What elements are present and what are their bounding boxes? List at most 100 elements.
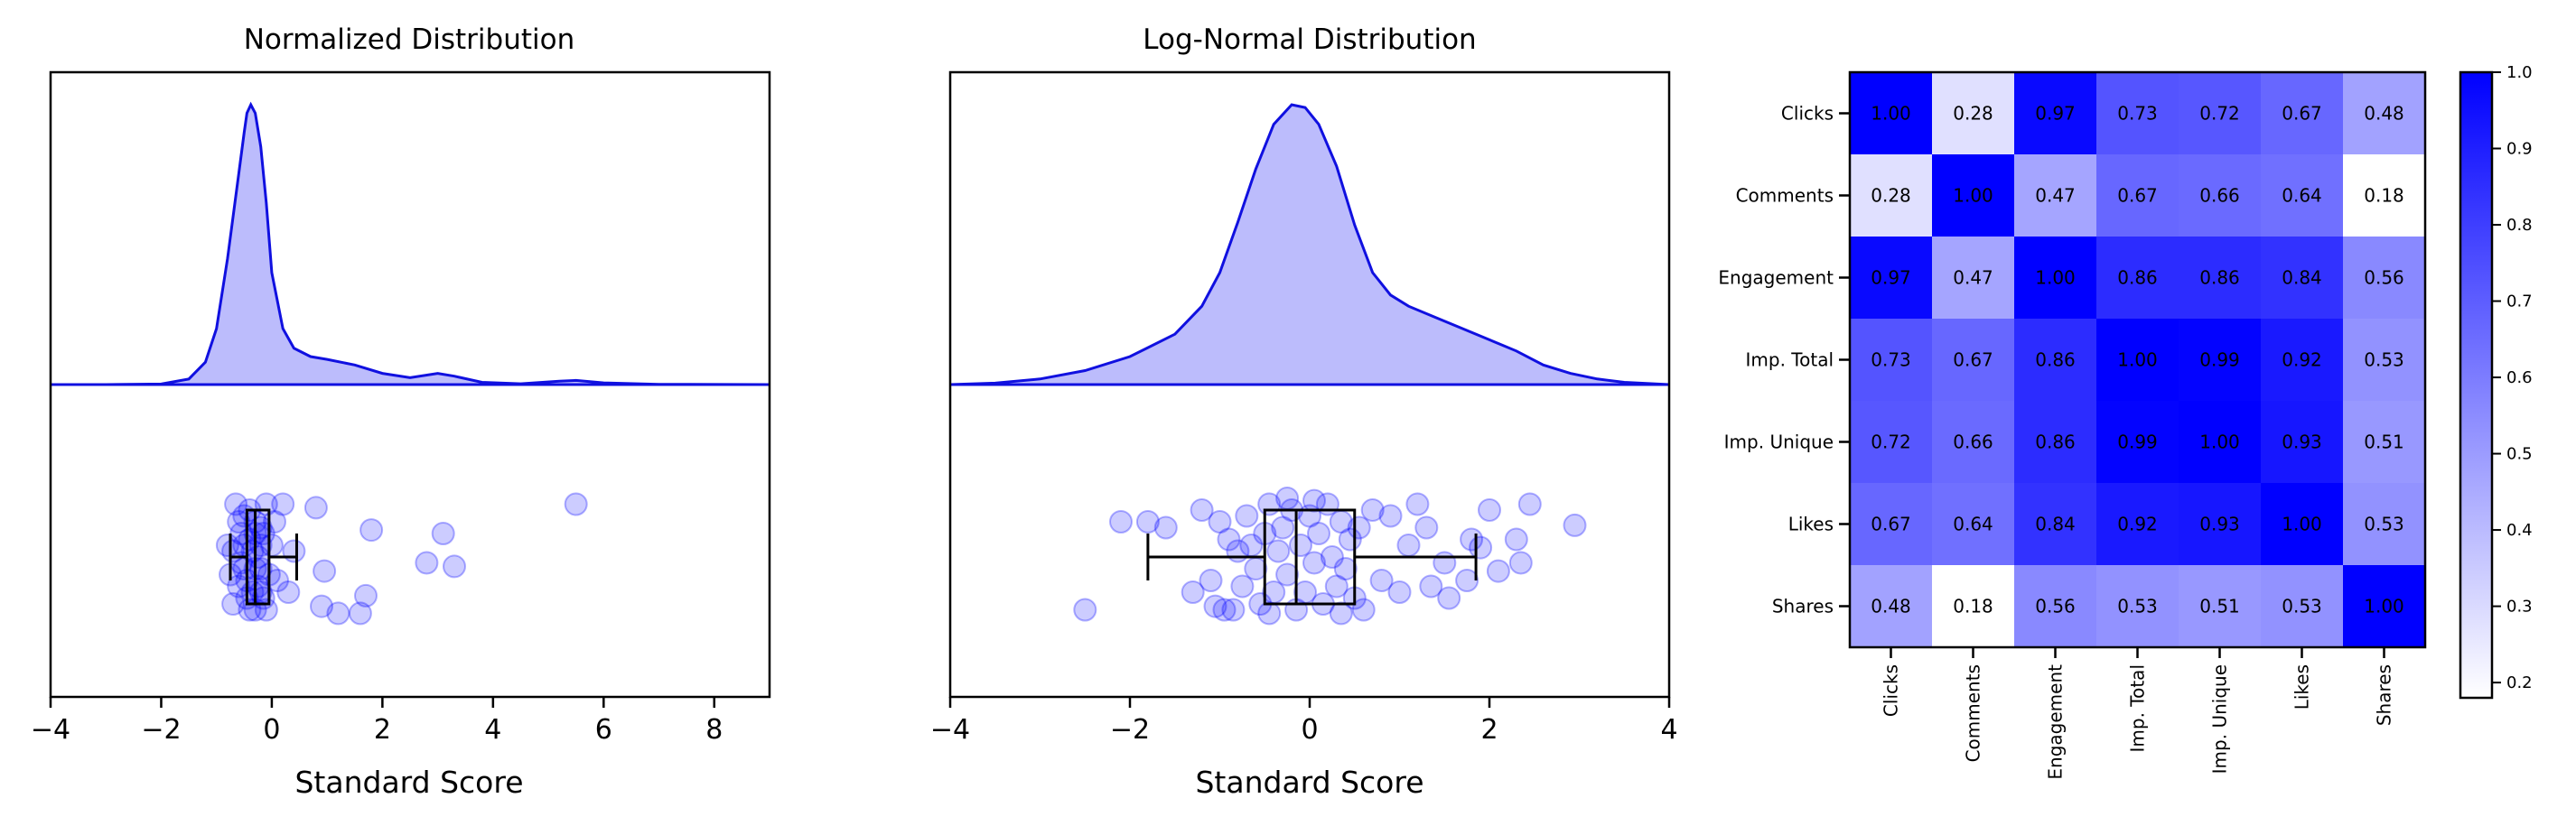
heatmap-cell bbox=[2179, 319, 2262, 402]
heatmap-cell bbox=[2343, 72, 2426, 155]
heatmap-cell bbox=[2096, 401, 2179, 484]
colorbar-tick-label: 0.5 bbox=[2506, 445, 2533, 464]
heatmap-cell bbox=[2014, 401, 2097, 484]
heatmap-cell bbox=[1932, 483, 2015, 566]
data-point bbox=[1153, 515, 1178, 540]
heatmap-cell bbox=[2014, 565, 2097, 648]
cell-value: 0.97 bbox=[2035, 103, 2076, 125]
heatmap-cell bbox=[1850, 72, 1933, 155]
y-tick-label: Clicks bbox=[1781, 103, 1834, 125]
x-tick-label: 4 bbox=[1660, 714, 1677, 746]
heatmap-cell bbox=[1932, 565, 2015, 648]
cell-value: 0.67 bbox=[2117, 185, 2158, 207]
cell-value: 0.73 bbox=[1871, 349, 1911, 371]
x-axis: −4 −2 0 2 4 bbox=[930, 697, 1678, 746]
data-point bbox=[1073, 598, 1097, 622]
data-point bbox=[1508, 551, 1533, 575]
y-tick-label: Likes bbox=[1788, 514, 1834, 535]
heatmap-cell bbox=[1850, 401, 1933, 484]
y-tick-label: Imp. Unique bbox=[1724, 432, 1834, 453]
heatmap-cell bbox=[2014, 237, 2097, 320]
cell-value: 0.53 bbox=[2364, 514, 2404, 535]
data-point bbox=[1275, 562, 1300, 587]
data-point bbox=[1302, 488, 1326, 513]
data-point bbox=[271, 492, 295, 516]
density-line bbox=[949, 103, 1670, 386]
heatmap-cell bbox=[2179, 154, 2262, 237]
data-point bbox=[359, 518, 384, 543]
density-area bbox=[51, 105, 770, 385]
density-plot bbox=[51, 101, 770, 386]
data-point bbox=[227, 510, 251, 534]
heatmap-cell bbox=[2343, 565, 2426, 648]
colorbar-tick-label: 1.0 bbox=[2506, 63, 2533, 82]
data-point bbox=[1135, 510, 1160, 534]
heatmap-cell bbox=[1850, 319, 1933, 402]
normalized-distribution-panel: Normalized Distribution −4 −2 0 2 4 6 8 Standa… bbox=[31, 23, 771, 800]
data-point bbox=[1302, 551, 1326, 575]
heatmap-cell bbox=[2096, 483, 2179, 566]
heatmap-cell bbox=[2261, 565, 2344, 648]
x-axis-label: Standard Score bbox=[1195, 765, 1423, 800]
data-point bbox=[1486, 559, 1510, 583]
chart-title: Log-Normal Distribution bbox=[1143, 23, 1476, 56]
heatmap-cell bbox=[2343, 401, 2426, 484]
cell-value: 0.18 bbox=[2364, 185, 2404, 207]
heatmap-cell bbox=[2179, 72, 2262, 155]
colorbar-tick-label: 0.7 bbox=[2506, 292, 2533, 311]
data-point bbox=[354, 583, 378, 608]
cell-value: 0.48 bbox=[2364, 103, 2404, 125]
data-point bbox=[564, 492, 588, 516]
data-point bbox=[1369, 569, 1394, 592]
data-point bbox=[1378, 504, 1403, 528]
data-point bbox=[1387, 580, 1412, 604]
cell-value: 0.47 bbox=[2035, 185, 2076, 207]
data-point bbox=[1478, 498, 1501, 522]
data-point bbox=[348, 601, 372, 626]
x-tick-label: 2 bbox=[1480, 714, 1498, 746]
colorbar-tick-label: 0.9 bbox=[2506, 140, 2533, 159]
cell-value: 1.00 bbox=[1953, 185, 1993, 207]
heatmap-cell bbox=[1850, 237, 1933, 320]
cell-value: 1.00 bbox=[2364, 596, 2404, 617]
x-tick-label: −2 bbox=[141, 714, 181, 746]
heatmap-cell bbox=[2096, 237, 2179, 320]
data-point bbox=[224, 492, 248, 516]
cell-value: 0.51 bbox=[2364, 432, 2404, 453]
cell-value: 0.53 bbox=[2282, 596, 2322, 617]
data-point bbox=[1181, 580, 1205, 604]
cell-value: 0.64 bbox=[1953, 514, 1993, 535]
data-point bbox=[229, 551, 254, 575]
heatmap-cell bbox=[1850, 565, 1933, 648]
chart-title: Normalized Distribution bbox=[244, 23, 575, 56]
cell-value: 0.86 bbox=[2199, 267, 2240, 289]
cell-value: 0.86 bbox=[2035, 349, 2076, 371]
cell-value: 0.56 bbox=[2364, 267, 2404, 289]
heatmap-cell bbox=[2014, 319, 2097, 402]
data-point bbox=[313, 559, 337, 583]
cell-value: 0.28 bbox=[1953, 103, 1993, 125]
data-point bbox=[1199, 569, 1223, 592]
cell-value: 0.66 bbox=[2199, 185, 2240, 207]
heatmap-cell bbox=[2261, 319, 2344, 402]
data-point bbox=[1351, 598, 1376, 622]
heatmap-cell bbox=[2096, 565, 2179, 648]
data-point bbox=[1433, 551, 1457, 575]
x-tick-label: Clicks bbox=[1881, 664, 1902, 717]
cell-value: 0.92 bbox=[2117, 514, 2158, 535]
y-tick-label: Shares bbox=[1772, 596, 1834, 617]
cell-value: 1.00 bbox=[2199, 432, 2240, 453]
heatmap-cells: 1.00 0.28 0.97 0.73 0.72 0.67 0.48 0.28 1.00 0.47… bbox=[1850, 72, 2426, 648]
data-point bbox=[276, 580, 301, 604]
cell-value: 0.53 bbox=[2364, 349, 2404, 371]
boxplot bbox=[1146, 508, 1478, 606]
data-point bbox=[1307, 522, 1330, 545]
x-tick-label: Imp. Unique bbox=[2209, 664, 2231, 774]
cell-value: 0.99 bbox=[2199, 349, 2240, 371]
data-point bbox=[1437, 586, 1461, 610]
cell-value: 0.84 bbox=[2035, 514, 2076, 535]
cell-value: 0.97 bbox=[1871, 267, 1911, 289]
heatmap-axes: Clicks Clicks Comments Comments Engagement En… bbox=[1718, 103, 2394, 780]
x-tick-label: 0 bbox=[1301, 714, 1318, 746]
log-normal-distribution-panel: Log-Normal Distribution −4 −2 0 2 4 Standard… bbox=[930, 23, 1678, 800]
